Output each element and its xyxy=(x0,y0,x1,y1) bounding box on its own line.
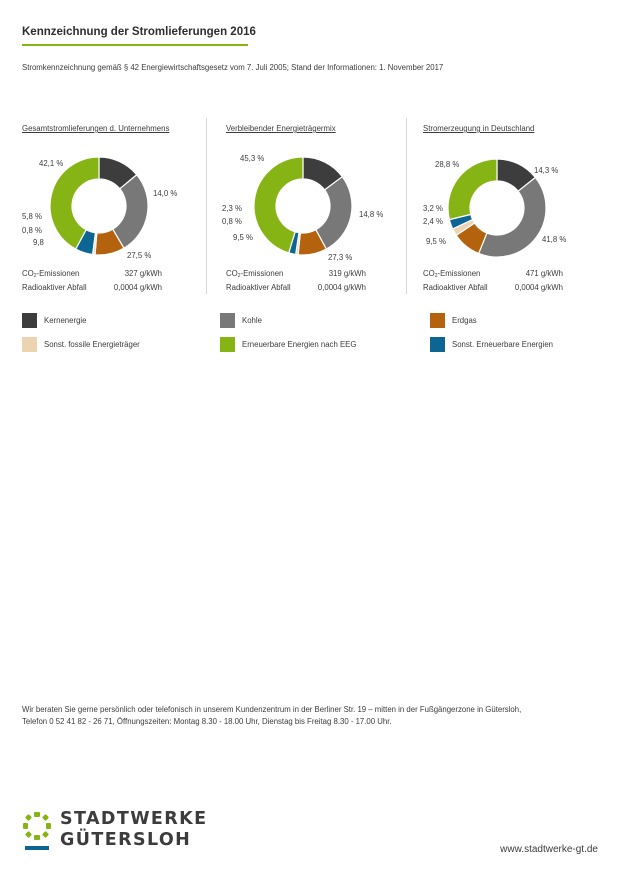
legend-label: Sonst. Erneuerbare Energien xyxy=(452,340,553,349)
co2-label: CO2-Emissionen xyxy=(22,269,80,279)
legend-label: Kernenergie xyxy=(44,316,87,325)
legend-item-sonst-erneuerbare: Sonst. Erneuerbare Energien xyxy=(430,337,553,352)
contact-info: Wir beraten Sie gerne persönlich oder te… xyxy=(22,704,602,727)
legend-item-kernenergie: Kernenergie xyxy=(22,313,86,328)
page-title: Kennzeichnung der Stromlieferungen 2016 xyxy=(22,26,256,38)
value-label-erneuerbare-eeg: 42,1 % xyxy=(39,159,64,168)
contact-info-line: Wir beraten Sie gerne persönlich oder te… xyxy=(22,705,522,714)
value-label-erdgas: 9,8 xyxy=(33,238,44,247)
value-label-erdgas: 9,5 % xyxy=(426,237,446,246)
value-label-kernenergie: 14,0 % xyxy=(153,189,178,198)
legend-swatch xyxy=(220,337,235,352)
radio-label: Radioaktiver Abfall xyxy=(423,283,488,292)
value-label-erneuerbare-eeg: 45,3 % xyxy=(240,154,265,163)
legend-item-kohle: Kohle xyxy=(220,313,262,328)
donut-slice-kohle xyxy=(477,176,547,258)
co2-value: 471 g/kWh xyxy=(525,269,563,278)
donut-slice-erneuerbare-energien-nach-eeg xyxy=(447,158,498,221)
chart-column-deutschland: Stromerzeugung in Deutschland 28,8 % 14,… xyxy=(406,118,602,294)
chart-column-gesamt: Gesamtstromlieferungen d. Unternehmens 4… xyxy=(22,118,212,294)
legend-swatch xyxy=(430,313,445,328)
legend-label: Kohle xyxy=(242,316,262,325)
title-underline xyxy=(22,44,248,46)
footer-url: www.stadtwerke-gt.de xyxy=(500,844,598,855)
value-label-sonst-erneuerbare: 5,8 % xyxy=(22,212,42,221)
chart-title: Gesamtstromlieferungen d. Unternehmens xyxy=(22,124,170,133)
donut-chart xyxy=(447,158,547,258)
donut-chart xyxy=(49,156,149,256)
logo-bar xyxy=(25,846,49,850)
co2-value: 327 g/kWh xyxy=(124,269,162,278)
radio-value: 0,0004 g/kWh xyxy=(514,283,563,292)
chart-title: Stromerzeugung in Deutschland xyxy=(423,124,535,133)
legend-label: Sonst. fossile Energieträger xyxy=(44,340,140,349)
value-label-sonst-fossile: 0,8 % xyxy=(222,217,242,226)
value-label-erneuerbare-eeg: 28,8 % xyxy=(435,160,460,169)
legend-swatch xyxy=(22,313,37,328)
chart-title: Verbleibender Energieträgermix xyxy=(226,124,336,133)
donut-slice-erneuerbare-energien-nach-eeg xyxy=(253,156,304,254)
legend-swatch xyxy=(220,313,235,328)
value-label-kohle: 27,5 % xyxy=(127,251,152,260)
stats-block: CO2-Emissionen 327 g/kWh Radioaktiver Ab… xyxy=(22,268,162,293)
donut-slice-kohle xyxy=(315,175,353,250)
value-label-kernenergie: 14,3 % xyxy=(534,166,559,175)
legend-item-sonst-fossile: Sonst. fossile Energieträger xyxy=(22,337,140,352)
value-label-sonst-fossile: 2,4 % xyxy=(423,217,443,226)
legend-item-erdgas: Erdgas xyxy=(430,313,477,328)
donut-slice-erneuerbare-energien-nach-eeg xyxy=(49,156,100,250)
legend-swatch xyxy=(22,337,37,352)
stadtwerke-logo: STADTWERKE GÜTERSLOH xyxy=(22,809,212,857)
donut-chart xyxy=(253,156,353,256)
value-label-kernenergie: 14,8 % xyxy=(359,210,384,219)
value-label-sonst-fossile: 0,8 % xyxy=(22,226,42,235)
radio-label: Radioaktiver Abfall xyxy=(22,283,87,292)
stats-block: CO2-Emissionen 471 g/kWh Radioaktiver Ab… xyxy=(423,268,563,293)
co2-label: CO2-Emissionen xyxy=(423,269,481,279)
value-label-kohle: 41,8 % xyxy=(542,235,567,244)
value-label-sonst-erneuerbare: 2,3 % xyxy=(222,204,242,213)
value-label-erdgas: 9,5 % xyxy=(233,233,253,242)
logo-wordmark: STADTWERKE GÜTERSLOH xyxy=(60,809,208,850)
page-subtitle: Stromkennzeichnung gemäß § 42 Energiewir… xyxy=(22,63,444,72)
logo-mark-icon xyxy=(23,812,51,840)
stats-block: CO2-Emissionen 319 g/kWh Radioaktiver Ab… xyxy=(226,268,366,293)
legend-label: Erneuerbare Energien nach EEG xyxy=(242,340,357,349)
contact-info-line: Telefon 0 52 41 82 - 26 71, Öffnungszeit… xyxy=(22,716,392,726)
value-label-sonst-erneuerbare: 3,2 % xyxy=(423,204,443,213)
legend-label: Erdgas xyxy=(452,316,477,325)
co2-value: 319 g/kWh xyxy=(328,269,366,278)
chart-column-verbleibend: Verbleibender Energieträgermix 45,3 % 14… xyxy=(206,118,406,294)
radio-value: 0,0004 g/kWh xyxy=(113,283,162,292)
co2-label: CO2-Emissionen xyxy=(226,269,284,279)
legend-swatch xyxy=(430,337,445,352)
radio-value: 0,0004 g/kWh xyxy=(317,283,366,292)
radio-label: Radioaktiver Abfall xyxy=(226,283,291,292)
legend-item-erneuerbare-eeg: Erneuerbare Energien nach EEG xyxy=(220,337,356,352)
value-label-kohle: 27,3 % xyxy=(328,253,353,262)
